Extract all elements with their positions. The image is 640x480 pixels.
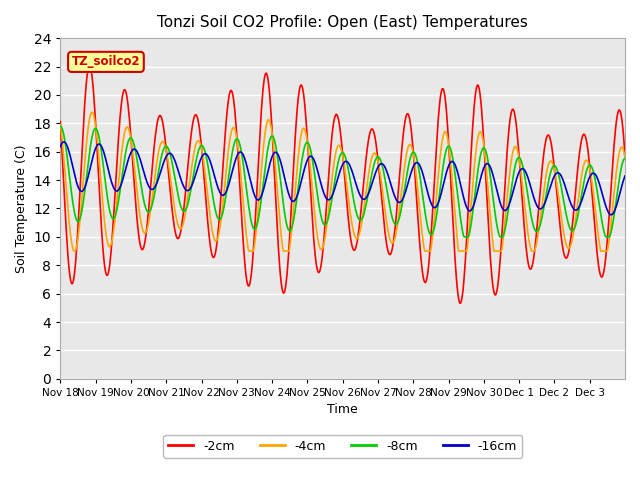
Legend: -2cm, -4cm, -8cm, -16cm: -2cm, -4cm, -8cm, -16cm — [163, 435, 522, 458]
X-axis label: Time: Time — [327, 403, 358, 417]
Title: Tonzi Soil CO2 Profile: Open (East) Temperatures: Tonzi Soil CO2 Profile: Open (East) Temp… — [157, 15, 528, 30]
Y-axis label: Soil Temperature (C): Soil Temperature (C) — [15, 144, 28, 273]
Text: TZ_soilco2: TZ_soilco2 — [72, 55, 140, 68]
